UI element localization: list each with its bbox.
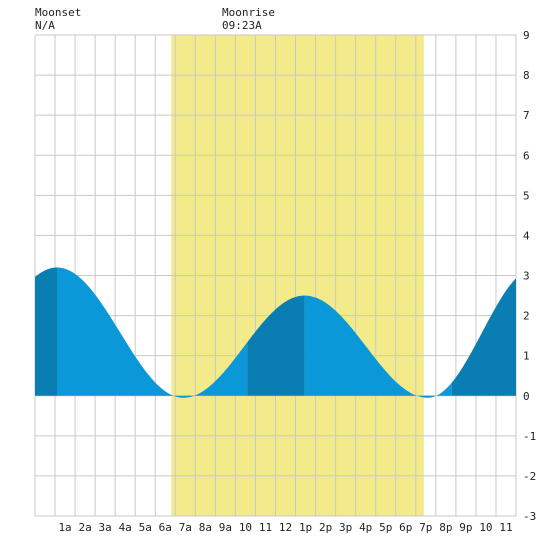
x-tick-label: 2a — [78, 521, 91, 534]
x-tick-label: 6a — [159, 521, 172, 534]
y-tick-label: -3 — [523, 510, 536, 523]
y-tick-label: 0 — [523, 390, 530, 403]
x-tick-label: 9a — [219, 521, 232, 534]
x-tick-label: 7a — [179, 521, 192, 534]
tide-area-dark-3 — [451, 278, 516, 396]
moonrise-label: Moonrise — [222, 6, 275, 19]
y-tick-label: 7 — [523, 109, 530, 122]
grid-layer — [34, 34, 517, 517]
tide-area-dark-1 — [35, 267, 57, 396]
tick-label-layer: 1a 2a 3a 4a 5a 6a 7a 8a 9a 10 11 12 1p 2p 3p 4p 5p 6p 7p 8p… — [58, 29, 536, 534]
y-tick-label: -1 — [523, 430, 536, 443]
x-tick-label: 8p — [439, 521, 452, 534]
x-tick-label: 1p — [299, 521, 312, 534]
x-tick-label: 5p — [379, 521, 392, 534]
moonrise-time: 09:23A — [222, 19, 262, 32]
x-tick-label: 6p — [399, 521, 412, 534]
x-tick-label: 2p — [319, 521, 332, 534]
y-tick-label: 9 — [523, 29, 530, 42]
y-tick-label: 8 — [523, 69, 530, 82]
tide-area-dark-2 — [247, 295, 305, 396]
y-tick-label: 3 — [523, 270, 530, 283]
x-tick-label: 10 — [239, 521, 252, 534]
y-tick-label: -2 — [523, 470, 536, 483]
moonset-time: N/A — [35, 19, 55, 32]
x-tick-label: 7p — [419, 521, 432, 534]
x-tick-label: 4a — [119, 521, 132, 534]
tide-area-light-1 — [57, 267, 248, 398]
x-tick-label: 4p — [359, 521, 372, 534]
y-tick-label: 6 — [523, 149, 530, 162]
x-tick-label: 3p — [339, 521, 352, 534]
y-tick-label: 1 — [523, 350, 530, 363]
x-tick-label: 10 — [479, 521, 492, 534]
moonset-label: Moonset — [35, 6, 82, 19]
y-tick-label: 5 — [523, 189, 530, 202]
y-tick-label: 4 — [523, 229, 530, 242]
x-tick-label: 9p — [459, 521, 472, 534]
y-tick-label: 2 — [523, 310, 530, 323]
tide-area-light-2 — [304, 295, 452, 398]
x-tick-label: 11 — [499, 521, 512, 534]
tide-area-layer — [35, 267, 516, 398]
x-tick-label: 12 — [279, 521, 292, 534]
x-tick-label: 11 — [259, 521, 272, 534]
x-tick-label: 5a — [139, 521, 152, 534]
x-tick-label: 1a — [58, 521, 71, 534]
x-tick-label: 8a — [199, 521, 212, 534]
x-tick-label: 3a — [99, 521, 112, 534]
